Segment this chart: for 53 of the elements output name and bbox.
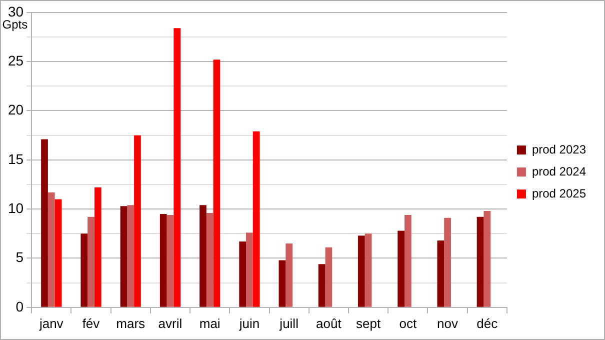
bar bbox=[200, 205, 206, 307]
bar bbox=[213, 60, 220, 307]
bar bbox=[398, 230, 404, 307]
bar bbox=[484, 211, 491, 307]
x-tick-label: oct bbox=[399, 316, 417, 331]
bar bbox=[206, 213, 214, 307]
y-tick-label: 10 bbox=[8, 200, 24, 216]
bar bbox=[166, 214, 174, 307]
x-tick-label: sept bbox=[356, 316, 381, 331]
x-tick-label: août bbox=[316, 316, 342, 331]
bar bbox=[476, 216, 484, 307]
x-tick-label: avril bbox=[158, 316, 182, 331]
x-tick-label: janv bbox=[38, 316, 64, 331]
y-tick-label: 30 bbox=[8, 3, 24, 20]
bar bbox=[160, 214, 167, 307]
bar bbox=[88, 216, 94, 307]
bar bbox=[278, 260, 286, 307]
x-tick-label: juill bbox=[278, 316, 299, 331]
bar bbox=[41, 139, 48, 307]
x-tick-label: fév bbox=[82, 316, 100, 331]
bar bbox=[54, 199, 62, 307]
x-tick-label: nov bbox=[437, 316, 459, 331]
y-axis-title: Gpts bbox=[2, 18, 28, 32]
bar bbox=[134, 135, 141, 307]
bar bbox=[48, 192, 55, 307]
bar bbox=[246, 232, 253, 307]
bar bbox=[120, 206, 128, 307]
bar bbox=[80, 234, 88, 307]
x-tick-label: juin bbox=[238, 316, 260, 331]
legend-label: prod 2023 bbox=[532, 142, 586, 156]
bar bbox=[358, 236, 365, 307]
bar bbox=[239, 242, 246, 307]
bar bbox=[318, 264, 326, 307]
bar bbox=[127, 205, 134, 307]
bar bbox=[252, 131, 260, 307]
bar bbox=[364, 234, 372, 307]
x-tick-label: mars bbox=[116, 316, 146, 331]
x-tick-label: mai bbox=[199, 316, 220, 331]
bar bbox=[286, 243, 293, 307]
y-tick-label: 15 bbox=[8, 150, 24, 167]
y-tick-label: 20 bbox=[8, 102, 24, 118]
bar bbox=[404, 214, 412, 307]
bar bbox=[94, 187, 102, 307]
y-tick-label: 25 bbox=[8, 52, 24, 68]
bar bbox=[444, 218, 451, 307]
x-tick-label: déc bbox=[476, 316, 498, 331]
bar bbox=[437, 240, 444, 307]
bar bbox=[325, 247, 332, 307]
legend-label: prod 2025 bbox=[532, 186, 586, 200]
y-tick-label: 5 bbox=[16, 249, 24, 266]
bar bbox=[174, 28, 181, 307]
legend-label: prod 2024 bbox=[532, 164, 586, 178]
y-tick-label: 0 bbox=[16, 298, 24, 314]
